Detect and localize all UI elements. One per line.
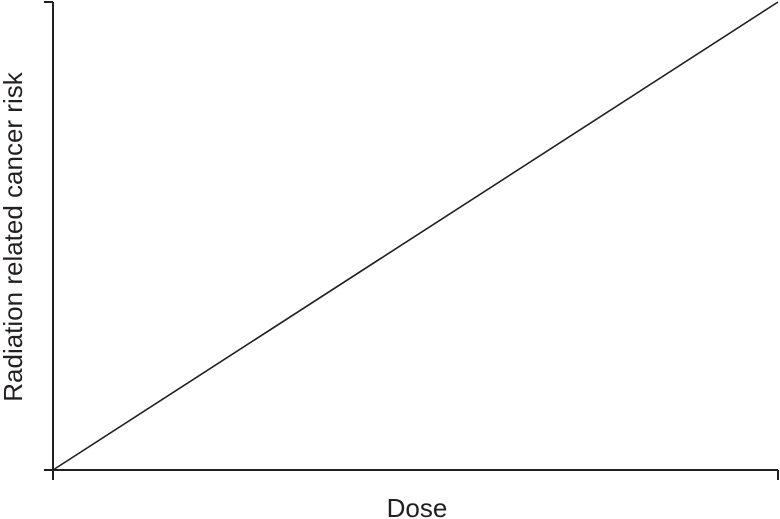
x-axis-label: Dose [387, 493, 448, 519]
x-axis [52, 469, 779, 480]
series-line-0 [52, 1, 779, 471]
series-layer [52, 1, 779, 471]
y-axis [44, 1, 54, 471]
y-axis-label: Radiation related cancer risk [0, 71, 28, 401]
